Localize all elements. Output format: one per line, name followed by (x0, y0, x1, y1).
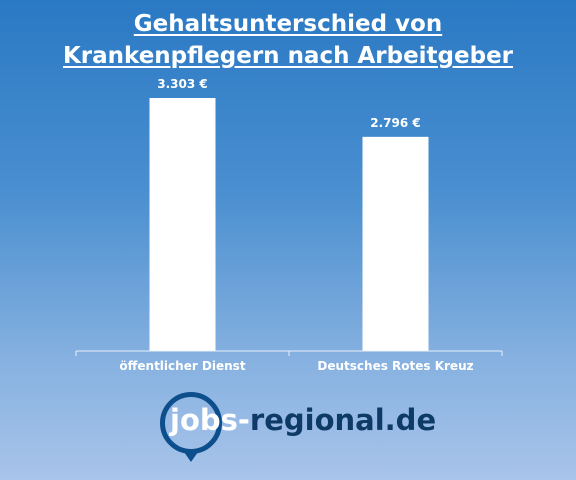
title-line-1: Gehaltsunterschied von (133, 11, 443, 37)
location-pin-icon (160, 392, 222, 454)
logo-text-part1: jobs- (170, 403, 250, 437)
jobs-regional-logo: jobs-regional.de (160, 390, 460, 470)
x-tick-label-1: Deutsches Rotes Kreuz (317, 359, 473, 373)
title-line-2: Krankenpflegern nach Arbeitgeber (62, 43, 514, 69)
logo-text-part2: regional.de (249, 403, 437, 437)
data-label-0: 3.303 € (157, 77, 207, 91)
chart-title: Gehaltsunterschied von Krankenpflegern n… (0, 8, 576, 72)
bar-0 (149, 98, 216, 351)
x-tick-label-0: öffentlicher Dienst (119, 359, 245, 373)
pin-tip-icon (184, 452, 198, 462)
bar-1 (362, 136, 429, 351)
logo-text: jobs-regional.de (170, 400, 436, 440)
data-label-1: 2.796 € (370, 116, 420, 130)
